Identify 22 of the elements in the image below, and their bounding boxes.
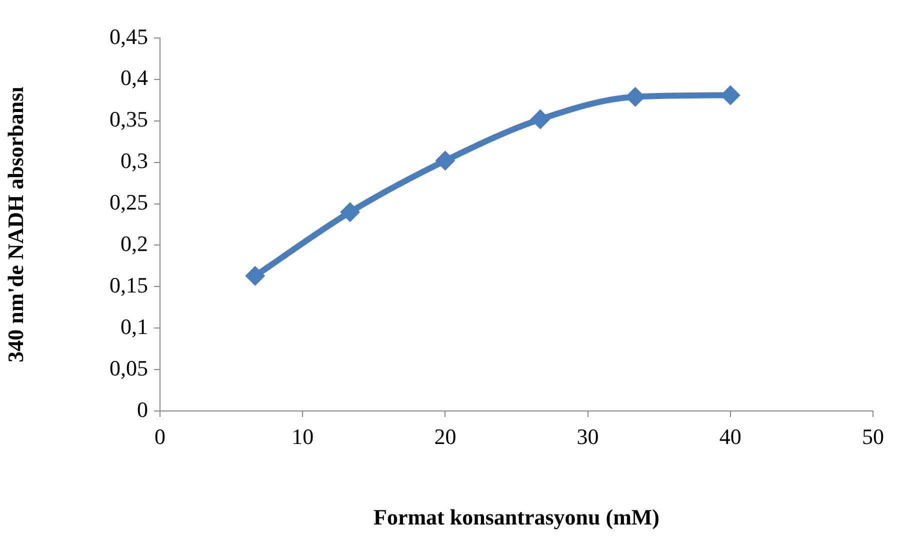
y-tick-label: 0,05 xyxy=(110,355,148,380)
x-tick-label: 10 xyxy=(292,424,314,449)
y-tick-label: 0 xyxy=(137,396,148,422)
y-tick-label: 0,1 xyxy=(120,314,148,339)
x-axis-title: Format konsantrasyonu (mM) xyxy=(374,504,660,530)
y-tick-label: 0,15 xyxy=(110,272,148,298)
y-axis-title: 340 nm'de NADH absorbansı xyxy=(2,86,28,362)
x-tick-label: 20 xyxy=(434,424,456,449)
y-tick-label: 0,2 xyxy=(120,231,148,256)
x-tick-label: 30 xyxy=(576,424,599,449)
x-tick-label: 40 xyxy=(719,424,742,449)
y-tick-label: 0,25 xyxy=(110,190,148,215)
point xyxy=(340,202,360,222)
y-tick-label: 0,35 xyxy=(110,106,148,132)
point xyxy=(530,109,550,130)
point xyxy=(435,150,456,171)
x-tick-label: 0 xyxy=(154,424,166,449)
y-tick-label: 0,3 xyxy=(120,148,148,174)
point xyxy=(245,266,266,286)
y-tick-label: 0,45 xyxy=(110,24,148,49)
x-tick-label: 50 xyxy=(862,424,884,449)
y-tick-label: 0,4 xyxy=(120,65,148,90)
